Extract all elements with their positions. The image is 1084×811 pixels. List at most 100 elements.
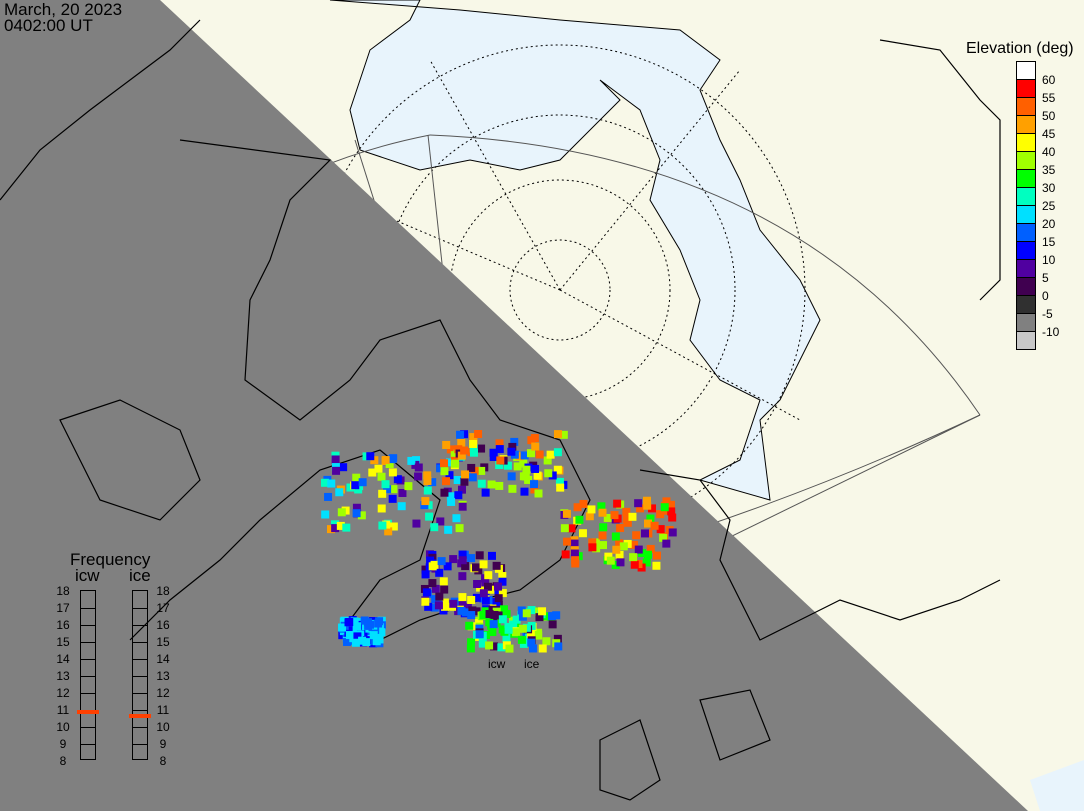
echo-cell xyxy=(335,488,344,497)
echo-cell xyxy=(616,558,625,567)
echo-cell xyxy=(446,445,455,454)
radar-label-ice: ice xyxy=(524,657,540,671)
echo-cell xyxy=(344,626,353,635)
echo-cell xyxy=(484,571,493,580)
echo-cell xyxy=(573,503,582,512)
frequency-tick: 12 xyxy=(156,686,170,700)
echo-cell xyxy=(526,449,535,458)
echo-cell xyxy=(425,512,434,521)
frequency-tick: 15 xyxy=(156,635,170,649)
frequency-tick: 17 xyxy=(56,601,70,615)
echo-cell xyxy=(524,475,533,484)
echo-cell xyxy=(611,561,620,570)
echo-cell xyxy=(507,472,516,481)
echo-cell xyxy=(563,537,572,546)
echo-cell xyxy=(495,481,504,490)
echo-cell xyxy=(458,556,467,565)
echo-cell xyxy=(634,545,643,554)
echo-cell xyxy=(612,545,621,554)
echo-cell xyxy=(498,572,507,581)
echo-cell xyxy=(643,550,652,559)
echo-cell xyxy=(371,625,380,634)
echo-cell xyxy=(548,612,557,621)
echo-cell xyxy=(460,446,469,455)
echo-cell xyxy=(519,472,528,481)
echo-cell xyxy=(404,482,413,491)
echo-cell xyxy=(562,509,571,518)
echo-cell xyxy=(497,643,506,652)
echo-cell xyxy=(414,463,423,472)
echo-cell xyxy=(534,631,543,640)
echo-cell xyxy=(628,512,637,521)
legend-label: 35 xyxy=(1042,163,1056,177)
echo-cell xyxy=(561,550,570,559)
echo-cell xyxy=(483,582,492,591)
echo-cell xyxy=(485,609,494,618)
echo-cell xyxy=(528,644,537,653)
colorbar-swatch xyxy=(1017,151,1035,169)
echo-cell xyxy=(502,634,511,643)
echo-cell xyxy=(643,519,652,528)
frequency-marker xyxy=(129,713,151,718)
echo-cell xyxy=(630,560,639,569)
echo-cell xyxy=(517,606,526,615)
echo-cell xyxy=(467,554,476,563)
colorbar-swatch xyxy=(1017,97,1035,115)
echo-cell xyxy=(389,522,398,531)
frequency-tick: 11 xyxy=(56,703,70,717)
echo-cell xyxy=(436,464,445,473)
echo-cell xyxy=(435,592,444,601)
echo-cell xyxy=(606,556,615,565)
legend-label: 50 xyxy=(1042,109,1056,123)
echo-cell xyxy=(452,514,461,523)
echo-cell xyxy=(397,502,406,511)
echo-cell xyxy=(467,463,476,472)
echo-cell xyxy=(434,601,443,610)
echo-cell xyxy=(420,501,429,510)
echo-cell xyxy=(489,448,498,457)
echo-cell xyxy=(553,448,562,457)
legend-label: -5 xyxy=(1042,307,1053,321)
echo-cell xyxy=(440,585,449,594)
echo-cell xyxy=(460,477,469,486)
echo-cell xyxy=(489,453,498,462)
echo-cell xyxy=(615,539,624,548)
frequency-tick: 12 xyxy=(56,686,70,700)
frequency-tick: 15 xyxy=(56,635,70,649)
echo-cell xyxy=(488,605,497,614)
echo-cell xyxy=(479,560,488,569)
echo-cell xyxy=(531,464,540,473)
echo-cell xyxy=(530,480,539,489)
time-label: 0402:00 UT xyxy=(4,16,93,35)
echo-cell xyxy=(487,551,496,560)
echo-cell xyxy=(559,430,568,439)
legend-label: 20 xyxy=(1042,217,1056,231)
elevation-colorbar xyxy=(1016,61,1036,350)
echo-cell xyxy=(374,464,383,473)
echo-cell xyxy=(477,444,486,453)
echo-cell xyxy=(440,467,449,476)
echo-cell xyxy=(469,433,478,442)
echo-cell xyxy=(543,456,552,465)
echo-cell xyxy=(611,532,620,541)
echo-cell xyxy=(460,430,469,439)
echo-cell xyxy=(660,503,669,512)
echo-cell xyxy=(481,488,490,497)
echo-cell xyxy=(489,615,498,624)
legend-label: 55 xyxy=(1042,91,1056,105)
echo-cell xyxy=(451,459,460,468)
echo-cell xyxy=(388,494,397,503)
echo-cell xyxy=(461,562,470,571)
echo-cell xyxy=(488,628,497,637)
frequency-tick: 16 xyxy=(56,618,70,632)
echo-cell xyxy=(632,531,641,540)
echo-cell xyxy=(458,593,467,602)
legend-label: 5 xyxy=(1042,271,1049,285)
echo-cell xyxy=(428,579,437,588)
radar-label-icw: icw xyxy=(488,657,506,671)
echo-cell xyxy=(588,543,597,552)
colorbar-swatch xyxy=(1017,169,1035,187)
echo-cell xyxy=(383,485,392,494)
echo-cell xyxy=(481,596,490,605)
echo-cell xyxy=(498,615,507,624)
